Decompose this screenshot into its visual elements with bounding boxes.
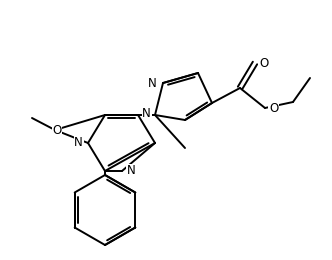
Text: N: N xyxy=(142,107,151,120)
Text: O: O xyxy=(52,124,62,136)
Text: N: N xyxy=(127,165,136,178)
Text: N: N xyxy=(74,136,83,149)
Text: O: O xyxy=(259,56,268,69)
Text: O: O xyxy=(269,101,278,114)
Text: N: N xyxy=(148,76,157,89)
